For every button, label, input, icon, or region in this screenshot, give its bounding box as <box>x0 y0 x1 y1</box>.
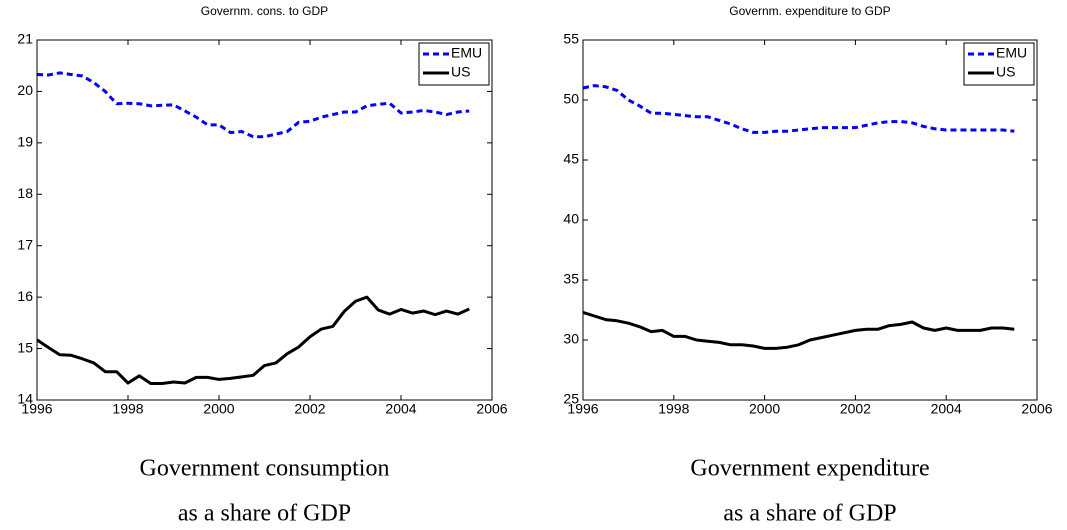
y-tick-label: 21 <box>17 31 33 47</box>
y-tick-label: 30 <box>563 331 579 347</box>
x-tick-label: 2002 <box>294 401 325 417</box>
caption: as a share of GDP <box>723 501 896 527</box>
y-tick-label: 14 <box>17 391 33 407</box>
caption: as a share of GDP <box>178 501 351 527</box>
legend-label: EMU <box>996 45 1027 61</box>
x-tick-label: 2006 <box>1021 401 1052 417</box>
x-tick-label: 1998 <box>658 401 689 417</box>
legend: EMU US <box>963 42 1035 86</box>
series-line <box>582 84 1015 134</box>
legend-box <box>418 42 490 86</box>
series-line <box>582 310 1015 350</box>
plot: Governm. expenditure to GDP 25 30 35 40 45 50 5… <box>563 4 1052 526</box>
x-tick-label: 2002 <box>840 401 871 417</box>
caption: Government expenditure <box>690 456 929 482</box>
y-tick-label: 50 <box>563 91 579 107</box>
y-tick-label: 55 <box>563 31 579 47</box>
plot-frame <box>582 39 1038 401</box>
plot: Governm. cons. to GDP 14 15 16 17 18 19 20 21 199… <box>17 4 507 526</box>
x-tick-label: 1996 <box>567 401 598 417</box>
chart-title: Governm. cons. to GDP <box>201 4 328 18</box>
x-tick-label: 1996 <box>21 401 52 417</box>
y-tick-label: 18 <box>17 185 33 201</box>
caption: Government consumption <box>140 456 390 482</box>
y-tick-label: 45 <box>563 151 579 167</box>
x-tick-label: 2000 <box>203 401 234 417</box>
x-tick-label: 2006 <box>476 401 507 417</box>
plot-area <box>583 40 1037 400</box>
y-tick-label: 17 <box>17 236 33 252</box>
x-tick-label: 1998 <box>112 401 143 417</box>
y-tick-label: 19 <box>17 134 33 150</box>
y-tick-label: 35 <box>563 271 579 287</box>
chart-title: Governm. expenditure to GDP <box>729 4 890 18</box>
legend-label: US <box>451 64 470 80</box>
plot-area <box>37 40 492 400</box>
legend-label: US <box>996 64 1015 80</box>
x-tick-label: 2004 <box>385 401 416 417</box>
y-tick-label: 20 <box>17 82 33 98</box>
y-tick-label: 15 <box>17 339 33 355</box>
legend-box <box>963 42 1035 86</box>
x-tick-label: 2000 <box>749 401 780 417</box>
x-tick-label: 2004 <box>931 401 962 417</box>
legend: EMU US <box>418 42 490 86</box>
plot-frame <box>36 39 493 401</box>
series-line <box>36 71 470 139</box>
legend-label: EMU <box>451 45 482 61</box>
series-line <box>36 295 470 386</box>
y-tick-label: 25 <box>563 391 579 407</box>
y-tick-label: 40 <box>563 211 579 227</box>
y-tick-label: 16 <box>17 288 33 304</box>
